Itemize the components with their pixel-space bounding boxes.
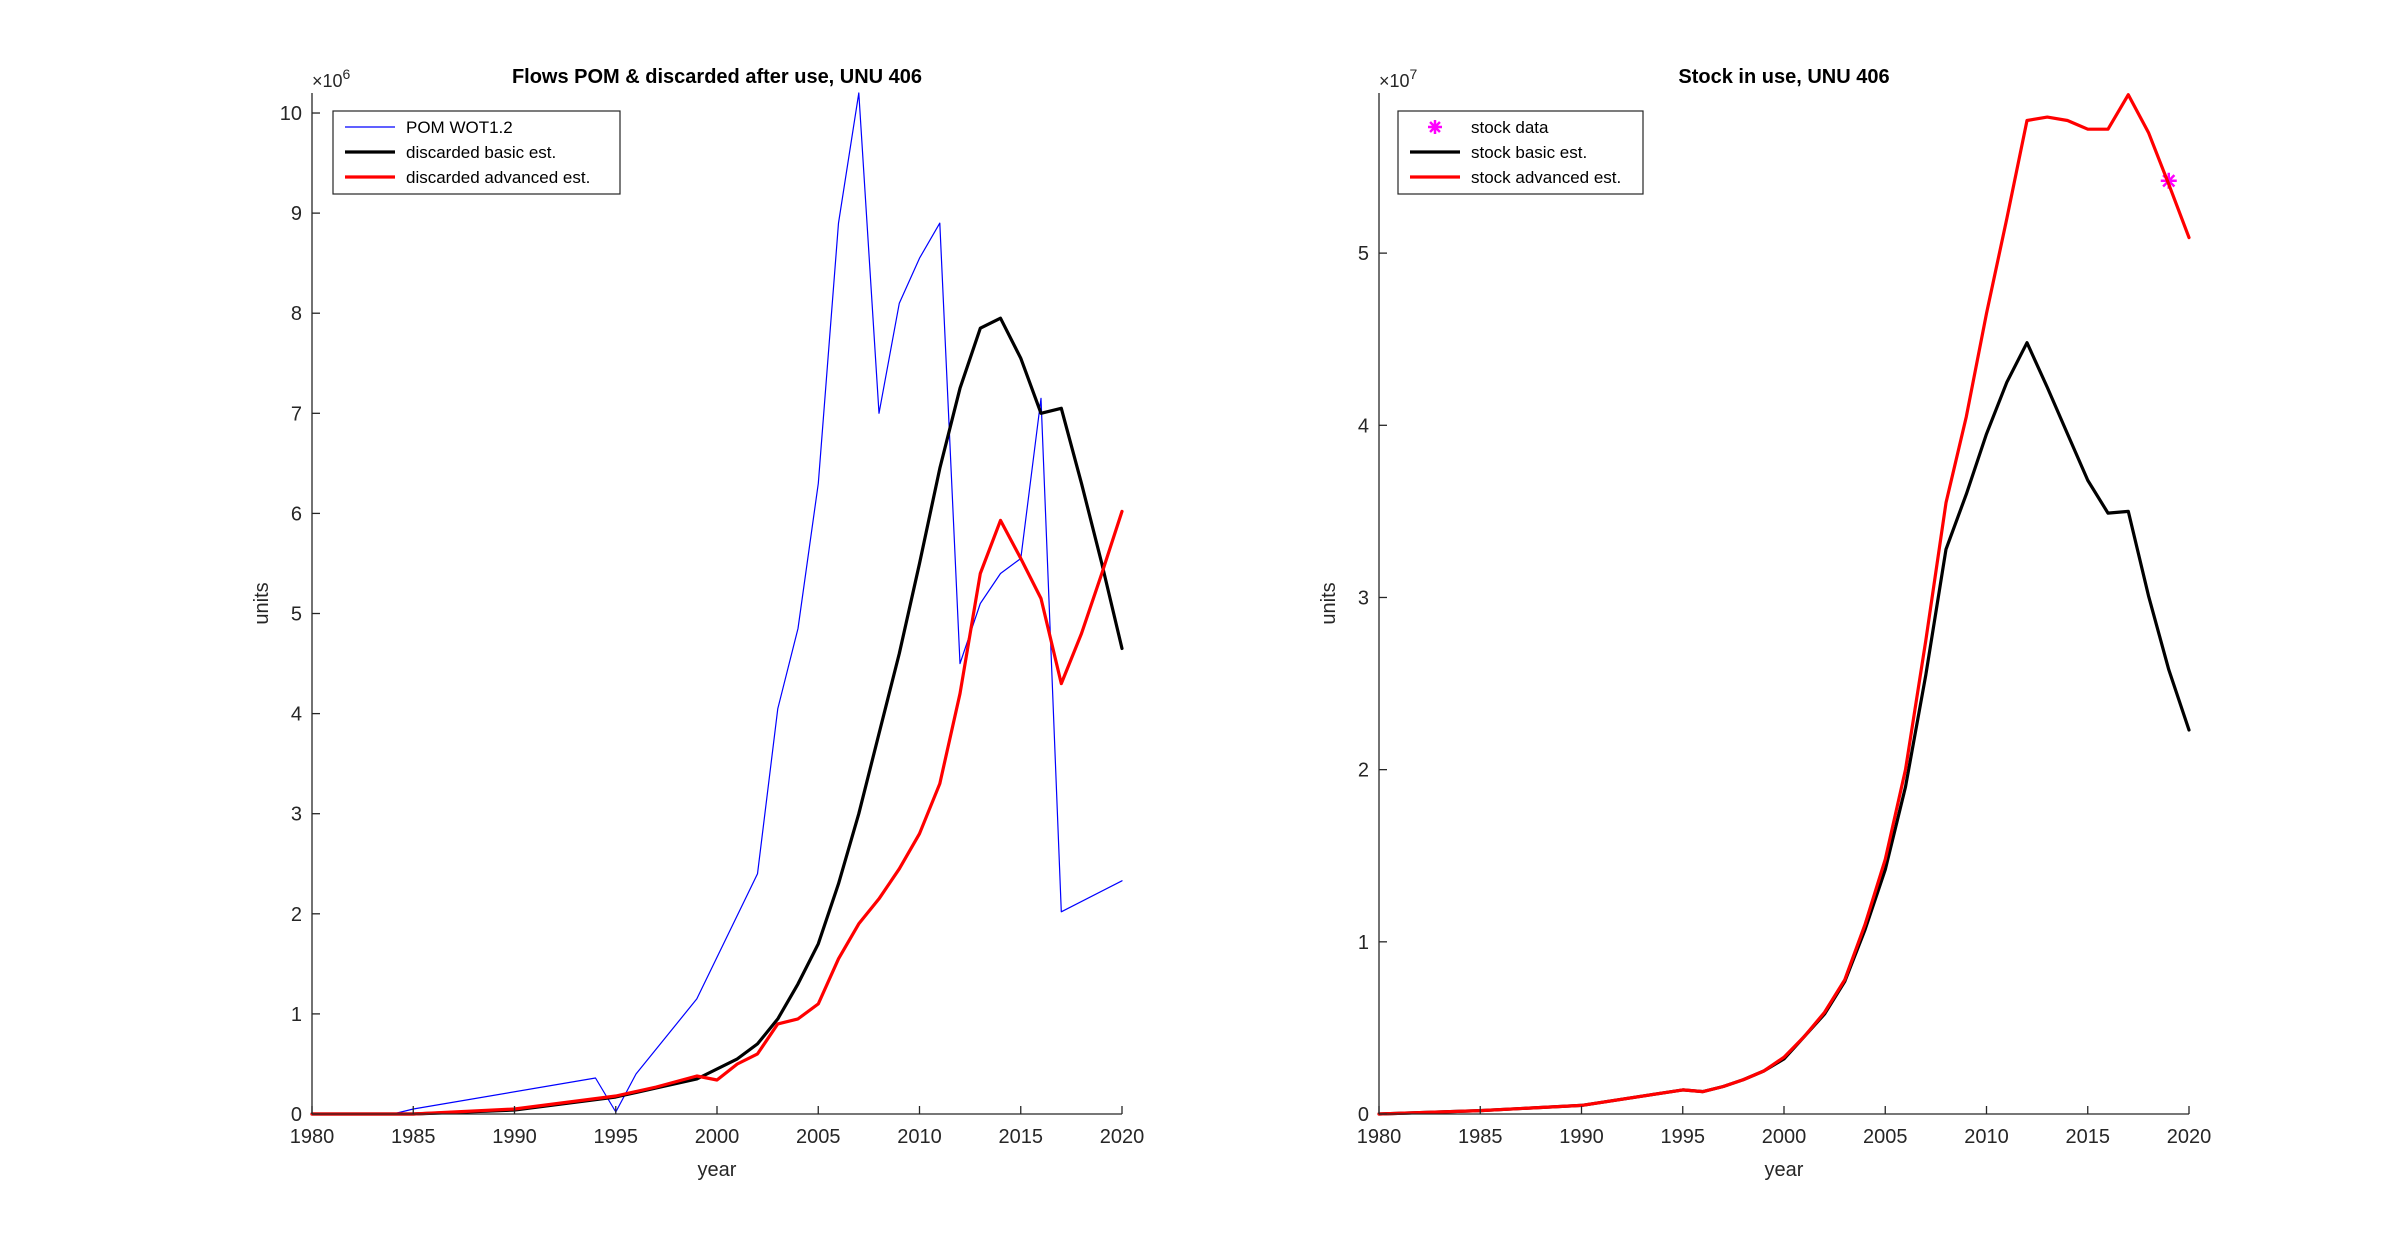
stock-chart: 1980 1985 1990 1995 2000 2005 2010 2015 2020 0 1 2 3… bbox=[1318, 66, 2211, 1181]
flows-exponent-base: ×10 bbox=[312, 71, 343, 91]
stock-x-axis-label: year bbox=[1765, 1159, 1804, 1181]
flows-x-tick-label: 2010 bbox=[897, 1126, 942, 1148]
stock-x-tick-label: 1985 bbox=[1458, 1126, 1503, 1148]
stock-y-tick-label: 4 bbox=[1358, 415, 1369, 437]
flows-tick-layer: 1980 1985 1990 1995 2000 2005 2010 2015 2020 0 1 2 3… bbox=[280, 103, 1145, 1148]
flows-y-tick-label: 10 bbox=[280, 103, 302, 125]
flows-chart: 1980 1985 1990 1995 2000 2005 2010 2015 2020 0 1 2 3… bbox=[251, 66, 1144, 1181]
flows-x-tick-label: 1985 bbox=[391, 1126, 436, 1148]
flows-x-tick-label: 1995 bbox=[594, 1126, 639, 1148]
stock-series-stock-advanced-est-line bbox=[1377, 93, 2191, 1116]
stock-x-tick-label: 1990 bbox=[1559, 1126, 1604, 1148]
flows-series-discarded-advanced-est-line bbox=[310, 509, 1124, 1116]
flows-y-tick-label: 3 bbox=[291, 804, 302, 826]
stock-y-exponent: ×107 bbox=[1379, 66, 1418, 91]
stock-legend-entry-label: stock data bbox=[1471, 118, 1549, 137]
stock-x-tick-label: 2000 bbox=[1762, 1126, 1807, 1148]
flows-chart-title: Flows POM & discarded after use, UNU 406 bbox=[512, 66, 922, 88]
flows-y-tick-label: 4 bbox=[291, 704, 302, 726]
flows-y-tick-label: 5 bbox=[291, 604, 302, 626]
flows-exponent-power: 6 bbox=[343, 66, 351, 82]
stock-tick-layer: 1980 1985 1990 1995 2000 2005 2010 2015 2020 0 1 2 3… bbox=[1357, 243, 2212, 1148]
flows-y-tick-label: 0 bbox=[291, 1104, 302, 1126]
stock-y-tick-label: 5 bbox=[1358, 243, 1369, 265]
flows-x-tick-label: 2005 bbox=[796, 1126, 841, 1148]
flows-plot-area bbox=[312, 93, 1122, 1114]
stock-exponent-base: ×10 bbox=[1379, 71, 1410, 91]
flows-x-axis-label: year bbox=[698, 1159, 737, 1181]
stock-x-tick-label: 2010 bbox=[1964, 1126, 2009, 1148]
flows-x-tick-label: 2000 bbox=[695, 1126, 740, 1148]
stock-plot-area bbox=[1379, 93, 2189, 1114]
flows-y-tick-label: 8 bbox=[291, 303, 302, 325]
stock-x-tick-label: 1980 bbox=[1357, 1126, 1402, 1148]
flows-x-tick-label: 2020 bbox=[1100, 1126, 1145, 1148]
flows-x-tick-label: 1990 bbox=[492, 1126, 537, 1148]
flows-y-tick-label: 6 bbox=[291, 503, 302, 525]
stock-legend-entry-label: stock basic est. bbox=[1471, 143, 1587, 162]
stock-y-tick-label: 2 bbox=[1358, 760, 1369, 782]
stock-x-tick-label: 1995 bbox=[1661, 1126, 1706, 1148]
stock-y-tick-label: 3 bbox=[1358, 587, 1369, 609]
flows-legend-entry-label: discarded basic est. bbox=[406, 143, 556, 162]
stock-y-tick-label: 0 bbox=[1358, 1104, 1369, 1126]
flows-y-axis-label: units bbox=[251, 582, 273, 624]
stock-y-tick-label: 1 bbox=[1358, 932, 1369, 954]
flows-y-tick-label: 9 bbox=[291, 203, 302, 225]
flows-y-tick-label: 2 bbox=[291, 904, 302, 926]
flows-x-tick-label: 1980 bbox=[290, 1126, 335, 1148]
flows-legend-entry-label: discarded advanced est. bbox=[406, 168, 590, 187]
stock-x-tick-label: 2015 bbox=[2066, 1126, 2111, 1148]
flows-legend-entry-label: POM WOT1.2 bbox=[406, 118, 513, 137]
flows-y-tick-label: 7 bbox=[291, 403, 302, 425]
stock-x-tick-label: 2020 bbox=[2167, 1126, 2212, 1148]
stock-y-axis-label: units bbox=[1318, 582, 1340, 624]
stock-legend: stock data stock basic est. stock advanced… bbox=[1397, 110, 1644, 195]
stock-legend-entry-marker bbox=[1428, 120, 1442, 134]
stock-chart-title: Stock in use, UNU 406 bbox=[1678, 66, 1889, 88]
flows-series-pom-wot1-2-line bbox=[392, 92, 1123, 1115]
flows-series-layer bbox=[310, 92, 1124, 1116]
flows-legend: POM WOT1.2 discarded basic est. discarded … bbox=[332, 110, 621, 195]
flows-y-tick-label: 1 bbox=[291, 1004, 302, 1026]
stock-exponent-power: 7 bbox=[1410, 66, 1418, 82]
flows-y-exponent: ×106 bbox=[312, 66, 351, 91]
stock-series-layer bbox=[1377, 93, 2191, 1116]
stock-x-tick-label: 2005 bbox=[1863, 1126, 1908, 1148]
flows-x-tick-label: 2015 bbox=[999, 1126, 1044, 1148]
stock-legend-entry-label: stock advanced est. bbox=[1471, 168, 1621, 187]
